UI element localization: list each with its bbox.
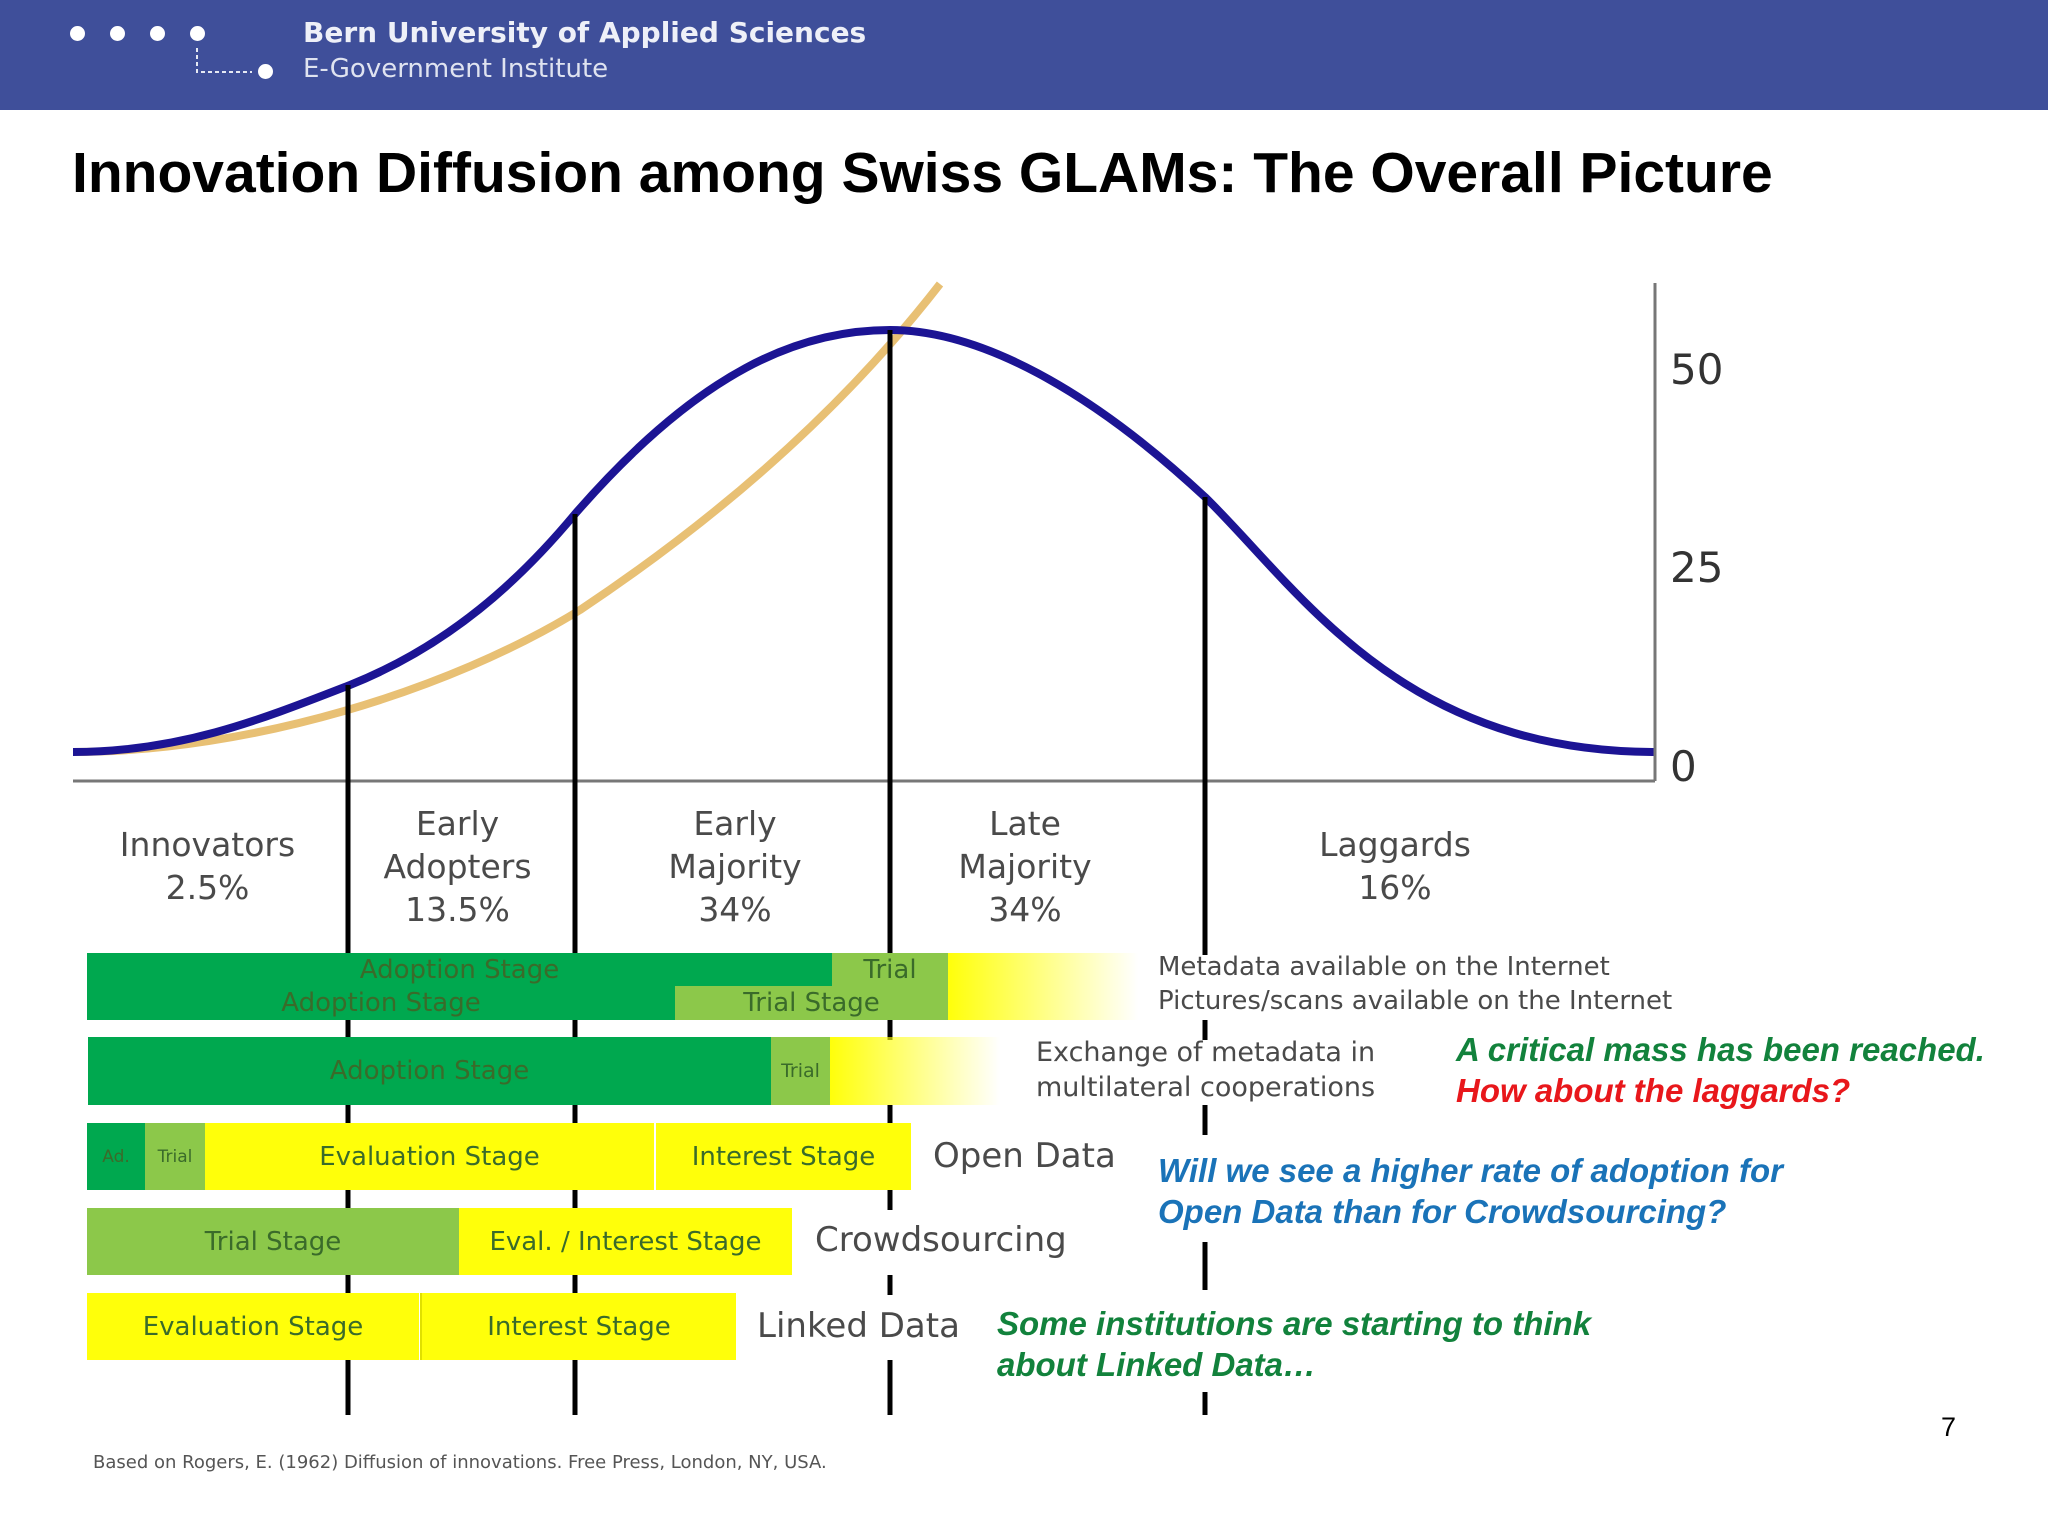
bell-curve: [72, 325, 1656, 756]
bar-adoption-stage: Adoption Stage: [87, 986, 675, 1020]
row-label-metadata: Metadata available on the Internet: [1158, 952, 1610, 982]
fade-tail: [948, 953, 1138, 1020]
bar-evaluation-stage: Evaluation Stage: [87, 1293, 419, 1360]
category-name: Early Majority: [668, 804, 802, 886]
bar-adoption-stage: Adoption Stage: [88, 1037, 771, 1105]
s-curve: [72, 281, 944, 756]
category-percent: 2.5%: [165, 868, 250, 907]
bar-trial: Trial: [832, 953, 948, 986]
category-name: Innovators: [119, 825, 296, 864]
row-label-cooperations: multilateral cooperations: [1036, 1072, 1376, 1103]
bar-trial: Trial: [771, 1037, 830, 1105]
bar-adoption-stage: Adoption Stage: [87, 953, 832, 986]
note-open-data-question-2: Open Data than for Crowdsourcing?: [1158, 1193, 1727, 1230]
bar-trial: Trial: [145, 1123, 205, 1190]
logo-connector: [196, 48, 252, 73]
bar-adoption: Ad.: [87, 1123, 145, 1190]
y-tick-label: 50: [1670, 345, 1724, 394]
note-laggards: How about the laggards?: [1456, 1072, 1851, 1109]
note-linked-data: Some institutions are starting to think: [997, 1305, 1592, 1342]
row-label-linked-data: Linked Data: [757, 1306, 960, 1346]
category-early-adopters: Early Adopters 13.5%: [360, 802, 555, 931]
category-late-majority: Late Majority 34%: [930, 802, 1120, 931]
y-tick-label: 0: [1670, 742, 1697, 791]
category-percent: 16%: [1358, 868, 1432, 907]
bar-trial-stage: Trial Stage: [87, 1208, 459, 1275]
logo-dot: [150, 26, 165, 41]
row-label-exchange: Exchange of metadata in: [1036, 1037, 1376, 1068]
separator-segments: [345, 1020, 1208, 1415]
y-tick-label: 25: [1670, 543, 1724, 592]
bar-evaluation-stage: Evaluation Stage: [205, 1123, 654, 1190]
logo-dot: [258, 64, 273, 79]
fade-tail: [830, 1037, 1000, 1105]
category-percent: 34%: [698, 890, 772, 929]
slide-title: Innovation Diffusion among Swiss GLAMs: …: [72, 141, 1773, 205]
row-label-open-data: Open Data: [933, 1136, 1116, 1176]
category-early-majority: Early Majority 34%: [640, 802, 830, 931]
category-innovators: Innovators 2.5%: [90, 823, 325, 909]
category-percent: 34%: [988, 890, 1062, 929]
category-name: Early Adopters: [383, 804, 532, 886]
note-open-data-question: Will we see a higher rate of adoption fo…: [1158, 1152, 1783, 1189]
logo-dot: [110, 26, 125, 41]
row-label-pictures: Pictures/scans available on the Internet: [1158, 986, 1673, 1016]
category-name: Late Majority: [958, 804, 1092, 886]
organization-name: Bern University of Applied Sciences: [303, 16, 867, 49]
bar-interest-stage: Interest Stage: [656, 1123, 911, 1190]
source-citation: Based on Rogers, E. (1962) Diffusion of …: [93, 1452, 827, 1473]
bar-eval-interest-stage: Eval. / Interest Stage: [459, 1208, 792, 1275]
category-percent: 13.5%: [405, 890, 510, 929]
bar-interest-stage: Interest Stage: [420, 1293, 736, 1360]
logo-dot: [190, 26, 205, 41]
institute-name: E-Government Institute: [303, 54, 609, 84]
header-bar: Bern University of Applied Sciences E-Go…: [0, 0, 2048, 110]
category-name: Laggards: [1319, 825, 1471, 864]
page-number: 7: [1941, 1412, 1957, 1442]
note-critical-mass: A critical mass has been reached.: [1456, 1031, 1985, 1068]
note-linked-data-2: about Linked Data…: [997, 1346, 1317, 1383]
bar-trial-stage: Trial Stage: [675, 986, 948, 1020]
row-label-crowdsourcing: Crowdsourcing: [815, 1220, 1067, 1260]
logo-dot: [70, 26, 85, 41]
category-laggards: Laggards 16%: [1290, 823, 1500, 909]
